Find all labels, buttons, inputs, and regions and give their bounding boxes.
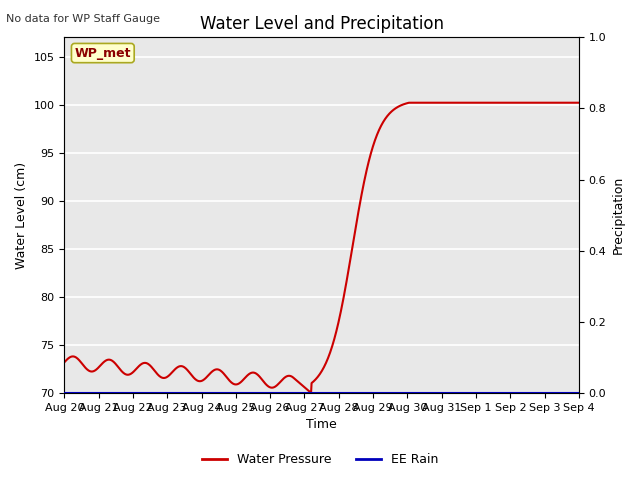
Text: WP_met: WP_met <box>75 47 131 60</box>
Text: No data for WP Staff Gauge: No data for WP Staff Gauge <box>6 14 161 24</box>
Y-axis label: Water Level (cm): Water Level (cm) <box>15 162 28 269</box>
Legend: Water Pressure, EE Rain: Water Pressure, EE Rain <box>196 448 444 471</box>
X-axis label: Time: Time <box>307 419 337 432</box>
Y-axis label: Precipitation: Precipitation <box>612 176 625 254</box>
Title: Water Level and Precipitation: Water Level and Precipitation <box>200 15 444 33</box>
